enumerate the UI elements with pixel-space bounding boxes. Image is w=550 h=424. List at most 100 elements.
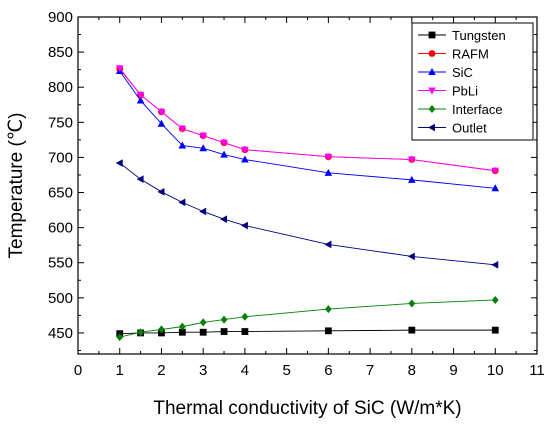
- legend-marker-rafm: [428, 50, 436, 57]
- data-point-sic: [324, 168, 333, 176]
- x-tick-label: 8: [408, 362, 416, 379]
- data-point-tungsten: [220, 328, 228, 335]
- data-point-interface: [178, 322, 186, 331]
- y-tick-label: 700: [48, 149, 73, 166]
- legend: Tungsten RAFM SiC PbLi Interface Outlet: [411, 22, 534, 141]
- legend-label-interface: Interface: [452, 102, 503, 117]
- data-point-tungsten: [178, 328, 186, 336]
- data-point-tungsten: [491, 326, 499, 334]
- x-tick-label: 7: [366, 362, 374, 379]
- y-tick-label: 900: [48, 9, 73, 26]
- data-point-pbli: [199, 132, 207, 140]
- data-point-pbli: [241, 146, 249, 154]
- series-line-sic: [119, 70, 496, 189]
- data-point-sic: [157, 119, 166, 127]
- series-line-tungsten: [119, 329, 496, 335]
- legend-marker-tungsten: [428, 31, 436, 39]
- data-point-pbli: [324, 153, 333, 161]
- data-point-pbli: [408, 156, 416, 164]
- plot-area: [115, 65, 500, 342]
- x-tick-label: 6: [324, 362, 332, 379]
- data-point-pbli: [220, 139, 228, 147]
- x-tick-label: 10: [487, 362, 504, 379]
- legend-label-tungsten: Tungsten: [452, 28, 506, 43]
- data-point-outlet: [178, 198, 186, 207]
- x-tick-label: 11: [529, 362, 545, 379]
- data-point-sic: [491, 184, 500, 192]
- data-point-interface: [137, 328, 144, 337]
- data-point-interface: [199, 318, 207, 327]
- data-point-pbli: [157, 108, 166, 116]
- legend-entry-tungsten: Tungsten: [418, 28, 506, 43]
- data-point-outlet: [220, 215, 228, 223]
- data-point-interface: [241, 312, 249, 321]
- data-point-outlet: [136, 175, 144, 183]
- series-outlet: [115, 159, 499, 269]
- data-point-tungsten: [408, 326, 416, 334]
- data-point-pbli: [178, 125, 187, 133]
- data-point-outlet: [115, 159, 123, 167]
- data-point-sic: [178, 141, 187, 149]
- x-tick-label: 4: [241, 362, 249, 379]
- y-tick-label: 500: [48, 290, 73, 307]
- legend-box: [411, 22, 534, 141]
- y-tick-label: 450: [48, 325, 73, 342]
- data-point-sic: [220, 150, 228, 158]
- x-tick-label: 5: [282, 362, 290, 379]
- data-point-sic: [136, 96, 145, 104]
- data-point-outlet: [407, 252, 415, 261]
- data-point-interface: [491, 295, 499, 304]
- y-tick-label: 850: [48, 44, 73, 61]
- legend-label-sic: SiC: [452, 65, 473, 80]
- axes: 0 1 2 3 4 5 6 7 8 9 10 11 450 500 550 600 650 700 750 800 85…: [48, 9, 545, 379]
- x-tick-label: 9: [449, 362, 457, 379]
- series-line-outlet: [119, 162, 496, 266]
- legend-label-pbli: PbLi: [452, 84, 478, 99]
- legend-entry-pbli: PbLi: [418, 84, 478, 99]
- x-axis-title: Thermal conductivity of SiC (W/m*K): [153, 398, 461, 419]
- data-point-interface: [408, 299, 416, 308]
- data-point-outlet: [324, 240, 332, 249]
- data-point-tungsten: [241, 328, 249, 335]
- legend-marker-interface: [428, 105, 436, 113]
- y-tick-label: 600: [48, 220, 73, 237]
- data-point-sic: [199, 144, 207, 152]
- series-line-pbli: [119, 67, 496, 172]
- data-point-outlet: [240, 221, 248, 230]
- series-pbli: [115, 65, 500, 175]
- data-point-sic: [408, 175, 416, 183]
- legend-label-rafm: RAFM: [452, 47, 489, 62]
- data-point-outlet: [199, 207, 207, 216]
- series-line-interface: [119, 299, 496, 338]
- data-point-interface: [324, 305, 332, 314]
- x-tick-label: 3: [199, 362, 207, 379]
- legend-entry-outlet: Outlet: [418, 121, 487, 136]
- legend-entry-rafm: RAFM: [418, 47, 489, 62]
- legend-label-outlet: Outlet: [452, 121, 487, 136]
- legend-entry-sic: SiC: [418, 65, 473, 80]
- data-point-interface: [158, 325, 165, 334]
- y-tick-label: 650: [48, 185, 73, 202]
- data-point-tungsten: [199, 328, 207, 336]
- data-point-outlet: [491, 261, 499, 269]
- legend-entry-interface: Interface: [418, 102, 503, 117]
- x-tick-label: 1: [116, 362, 124, 379]
- legend-marker-outlet: [428, 123, 435, 132]
- data-point-pbli: [136, 91, 145, 99]
- x-tick-label: 2: [157, 362, 165, 379]
- series-tungsten: [116, 326, 499, 338]
- data-point-tungsten: [324, 327, 332, 335]
- data-point-sic: [241, 155, 249, 163]
- y-tick-label: 800: [48, 79, 73, 96]
- y-axis-title: Temperature (℃): [6, 113, 27, 259]
- data-point-outlet: [157, 188, 165, 196]
- data-point-interface: [220, 315, 228, 324]
- x-tick-label: 0: [74, 362, 82, 379]
- series-interface: [116, 295, 499, 342]
- data-point-pbli: [491, 167, 500, 175]
- y-tick-label: 750: [48, 114, 73, 131]
- data-point-interface: [116, 333, 124, 342]
- legend-marker-pbli: [428, 87, 436, 95]
- y-tick-label: 550: [48, 255, 73, 272]
